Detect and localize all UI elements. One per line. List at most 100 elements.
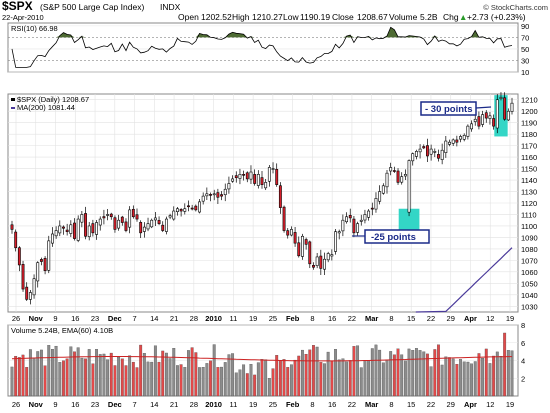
price-tick-label: 1080	[521, 245, 538, 254]
volume-bar	[462, 361, 466, 397]
low-label: Low	[283, 12, 299, 22]
ema60-line	[11, 356, 512, 362]
volume-bar	[352, 346, 356, 397]
candle-body	[161, 224, 165, 231]
candle-body	[32, 278, 36, 296]
volume-bar	[36, 351, 40, 397]
price-tick-label: 1050	[521, 279, 538, 288]
volume-bar	[91, 363, 95, 397]
volume-bar	[139, 344, 143, 397]
candle-body	[187, 205, 190, 208]
candle-body	[400, 176, 404, 183]
volume-bar	[150, 361, 154, 397]
volume-bar	[87, 349, 91, 397]
x-tick-label: 29	[447, 314, 455, 323]
candle-body	[334, 231, 337, 252]
volume-bar	[389, 351, 393, 397]
volume-bar	[286, 367, 290, 397]
candle-body	[381, 185, 385, 194]
candle-body	[84, 213, 87, 237]
x-tick-label: Mar	[365, 314, 378, 323]
candle-body	[220, 194, 223, 197]
candle-body	[153, 217, 157, 221]
volume-bar	[220, 366, 223, 397]
volume-bar	[348, 360, 352, 397]
volume-bar	[194, 352, 198, 397]
volume-tick-label: 4	[521, 357, 525, 366]
x-tick-label: 8	[310, 314, 314, 323]
candle-body	[271, 168, 275, 170]
annotation-top-text: - 30 points	[425, 104, 473, 115]
index-name: (S&P 500 Large Cap Index)	[40, 2, 144, 12]
candle-body	[444, 140, 448, 153]
legend-price: $SPX (Daily) 1208.67	[17, 95, 89, 104]
candle-body	[150, 219, 154, 228]
open-value: 1202.52	[201, 12, 232, 22]
open-label: Open	[178, 12, 199, 22]
candle-body	[374, 198, 378, 210]
annotation-mid-box	[364, 229, 430, 244]
x-tick-label: 16	[71, 400, 79, 409]
candle-body	[403, 174, 407, 177]
candle-body	[212, 193, 216, 196]
legend-swatch-price	[11, 98, 15, 101]
annotation-mid-text: -25 points	[371, 232, 416, 243]
volume-bar	[80, 357, 84, 397]
volume-bar	[157, 361, 161, 397]
candle-body	[448, 141, 451, 145]
candle-body	[36, 262, 40, 282]
volume-bar	[293, 359, 297, 397]
volume-bar	[43, 365, 47, 397]
x-tick-label: 23	[91, 400, 99, 409]
volume-bar	[437, 344, 440, 397]
volume-bar	[492, 355, 496, 397]
volume-bar	[98, 354, 102, 397]
price-tick-label: 1150	[521, 165, 537, 174]
candle-body	[209, 194, 212, 196]
candle-body	[10, 224, 14, 230]
candle-body	[470, 123, 473, 130]
candle-body	[297, 242, 301, 257]
volume-bar	[146, 361, 150, 397]
x-tick-label: 16	[328, 314, 336, 323]
volume-bar	[201, 367, 205, 397]
x-tick-label: Apr	[464, 314, 477, 323]
volume-bar	[459, 359, 462, 397]
volume-bar	[282, 359, 286, 397]
candles	[10, 92, 514, 305]
x-tick-label: 16	[71, 314, 79, 323]
x-tick-label: Feb	[286, 400, 300, 409]
date: 22-Apr-2010	[2, 13, 44, 22]
high-value: 1210.27	[252, 12, 283, 22]
volume-bar	[62, 360, 65, 397]
volume-bar	[308, 349, 312, 397]
volume-bar	[234, 372, 238, 397]
candle-body	[128, 209, 132, 228]
candle-body	[164, 218, 168, 232]
volume-bar	[14, 355, 18, 397]
candle-body	[422, 146, 426, 149]
volume-bar	[411, 350, 415, 397]
x-tick-label: 23	[91, 314, 99, 323]
candle-body	[194, 205, 198, 211]
x-axis-top: 26 Nov 9 16 23 Dec 7 14 21 28 2010 11 19 25 Feb 8 16 22 Ma…	[12, 314, 514, 323]
candle-body	[39, 259, 43, 262]
volume-bar	[510, 350, 514, 397]
volume-bar	[32, 357, 36, 397]
candle-body	[352, 218, 356, 234]
volume-bar	[21, 354, 25, 397]
candle-body	[278, 185, 282, 208]
candle-body	[227, 183, 231, 190]
candle-body	[481, 114, 485, 125]
price-tick-label: 1160	[521, 153, 537, 162]
candle-body	[43, 258, 47, 271]
x-tick-label: 9	[53, 314, 57, 323]
volume-bar	[216, 367, 220, 397]
volume-tick-label: 8	[521, 321, 525, 330]
volume-bar	[278, 360, 282, 397]
volume-bar	[330, 360, 334, 397]
volume-label: Volume	[389, 12, 418, 22]
candle-body	[389, 167, 393, 172]
legend-ma: MA(200) 1081.44	[17, 103, 75, 112]
